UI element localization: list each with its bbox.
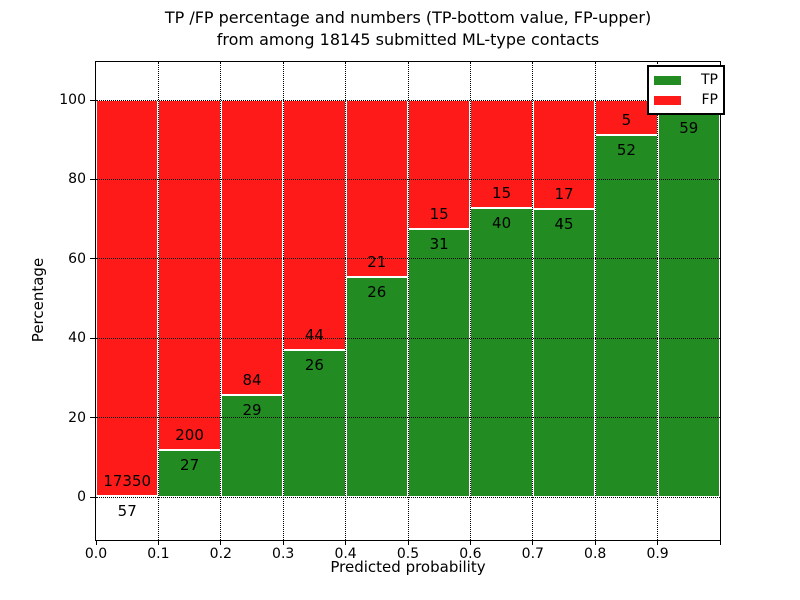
legend-row: FP [654,90,718,110]
legend-label-tp: TP [701,72,718,88]
y-tick-label: 60 [68,250,86,267]
bar-segment-tp [470,208,533,497]
bar-label-fp: 21 [367,253,387,272]
gridline-vertical [657,62,659,540]
bar-label-tp: 57 [117,501,137,520]
bar-label-tp: 31 [429,235,449,254]
bar-label-fp: 200 [175,425,204,444]
bar-segment-tp [532,208,596,497]
y-tick-mark [90,99,95,101]
bar-segment-tp [220,395,284,497]
y-tick-label: 80 [68,171,86,188]
bar-labels-layer: 1735057200278429442621261531154017455522… [96,62,720,540]
bar-segment-fp [532,100,596,209]
bar-label-fp: 15 [429,205,449,224]
bar-label-fp: 44 [304,325,324,344]
x-tick-label: 0.3 [272,546,295,562]
grid-layer [96,62,720,540]
bar-label-fp: 15 [492,184,512,203]
legend-swatch-fp [654,95,681,105]
bar-label-tp: 26 [304,355,324,374]
bar-segment-tp [408,229,471,497]
bar-label-tp: 29 [242,401,262,420]
x-tick-label: 0.4 [334,546,357,562]
gridline-vertical [282,62,284,540]
bar-segment-tp [595,134,658,497]
bar-label-tp: 45 [554,214,574,233]
bar-label-fp: 84 [242,371,262,390]
bar-label-fp: 17350 [103,471,152,490]
bar-segment-tp [657,113,720,497]
x-tick-label: 0.1 [147,546,170,562]
gridline-vertical [157,62,159,540]
y-tick-label: 40 [68,330,86,347]
x-tick-label: 0.2 [209,546,232,562]
x-tick-label: 0.7 [521,546,544,562]
gridline-horizontal [96,178,720,180]
bar-segment-fp [96,100,159,496]
x-tick-mark [407,540,409,545]
bar-segment-tp [345,277,408,497]
y-tick-mark [90,417,95,419]
x-tick-mark [719,540,721,545]
gridline-vertical [532,62,534,540]
gridline-vertical [469,62,471,540]
chart-title-line-1: TP /FP percentage and numbers (TP-bottom… [164,8,652,27]
x-tick-label: 0.6 [459,546,482,562]
x-tick-mark [594,540,596,545]
bar-label-tp: 27 [180,455,200,474]
x-tick-mark [95,540,97,545]
bar-segment-fp [470,100,533,209]
gridline-vertical [407,62,409,540]
bar-segment-tp [283,349,346,497]
gridline-horizontal [96,337,720,339]
bars-layer [96,62,720,540]
x-tick-mark [657,540,659,545]
y-tick-mark [90,178,95,180]
x-tick-mark [469,540,471,545]
gridline-horizontal [96,258,720,260]
bar-segment-fp [345,100,408,278]
gridline-horizontal [96,99,720,101]
bar-label-fp: 17 [554,184,574,203]
bar-segment-fp [158,100,221,450]
x-tick-label: 0.8 [584,546,607,562]
x-tick-label: 0.0 [84,546,108,562]
gridline-vertical [345,62,347,540]
x-tick-mark [345,540,347,545]
plot-area: 1735057200278429442621261531154017455522… [95,61,725,541]
gridline-vertical [220,62,222,540]
gridline-horizontal [96,496,720,498]
x-axis-label: Predicted probability [330,558,486,576]
x-tick-label: 0.5 [396,546,420,562]
x-tick-mark [220,540,222,545]
x-tick-mark [282,540,284,545]
x-tick-mark [532,540,534,545]
bar-segment-tp [158,449,221,497]
bar-label-tp: 40 [492,214,512,233]
gridline-vertical [594,62,596,540]
bar-segment-fp [283,100,346,350]
y-tick-label: 0 [77,489,86,505]
y-tick-mark [90,337,95,339]
y-tick-label: 100 [59,92,86,108]
chart-title-line-2: from among 18145 submitted ML-type conta… [216,30,600,49]
legend-label-fp: FP [701,92,719,108]
bar-segment-fp [408,100,471,230]
gridline-horizontal [96,417,720,419]
bar-label-tp: 26 [367,283,387,302]
bar-label-fp: 5 [621,110,632,129]
x-tick-label: 0.9 [646,546,669,562]
bar-label-tp: 52 [616,140,636,159]
bar-label-tp: 59 [679,119,699,138]
legend: TP FP [647,65,725,115]
legend-swatch-tp [654,75,681,85]
y-tick-mark [90,258,95,260]
bar-segment-fp [220,100,284,396]
legend-row: TP [654,70,718,90]
y-tick-mark [90,496,95,498]
x-tick-mark [157,540,159,545]
y-tick-label: 20 [68,409,86,426]
